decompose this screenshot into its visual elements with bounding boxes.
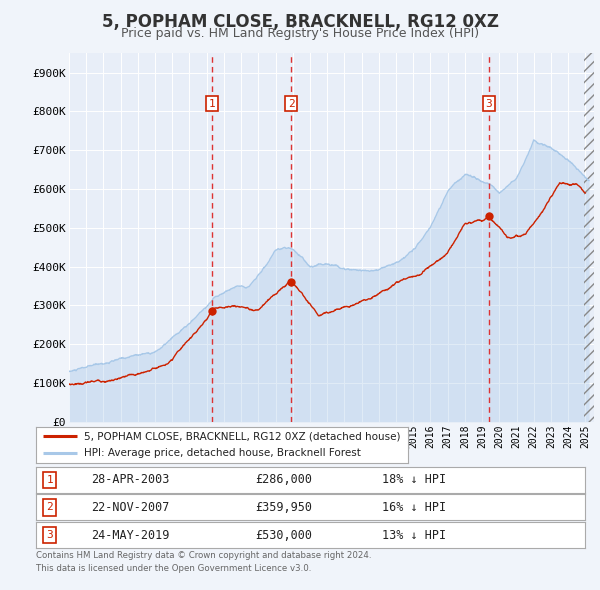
- Text: 18% ↓ HPI: 18% ↓ HPI: [382, 473, 446, 486]
- Text: 28-APR-2003: 28-APR-2003: [91, 473, 169, 486]
- Text: 1: 1: [46, 475, 53, 484]
- Text: 5, POPHAM CLOSE, BRACKNELL, RG12 0XZ (detached house): 5, POPHAM CLOSE, BRACKNELL, RG12 0XZ (de…: [85, 431, 401, 441]
- Text: This data is licensed under the Open Government Licence v3.0.: This data is licensed under the Open Gov…: [36, 564, 311, 573]
- Text: 1: 1: [209, 99, 215, 109]
- Text: 2: 2: [46, 503, 53, 512]
- Text: £359,950: £359,950: [256, 501, 313, 514]
- Text: 2: 2: [287, 99, 295, 109]
- Text: 3: 3: [46, 530, 53, 540]
- Text: 5, POPHAM CLOSE, BRACKNELL, RG12 0XZ: 5, POPHAM CLOSE, BRACKNELL, RG12 0XZ: [101, 13, 499, 31]
- Bar: [584, 53, 596, 422]
- Text: 22-NOV-2007: 22-NOV-2007: [91, 501, 169, 514]
- Text: Price paid vs. HM Land Registry's House Price Index (HPI): Price paid vs. HM Land Registry's House …: [121, 27, 479, 40]
- Text: 24-MAY-2019: 24-MAY-2019: [91, 529, 169, 542]
- Text: Contains HM Land Registry data © Crown copyright and database right 2024.: Contains HM Land Registry data © Crown c…: [36, 551, 371, 560]
- Text: 3: 3: [485, 99, 492, 109]
- Text: 13% ↓ HPI: 13% ↓ HPI: [382, 529, 446, 542]
- Text: £286,000: £286,000: [256, 473, 313, 486]
- Text: 16% ↓ HPI: 16% ↓ HPI: [382, 501, 446, 514]
- Text: HPI: Average price, detached house, Bracknell Forest: HPI: Average price, detached house, Brac…: [85, 448, 361, 458]
- Text: £530,000: £530,000: [256, 529, 313, 542]
